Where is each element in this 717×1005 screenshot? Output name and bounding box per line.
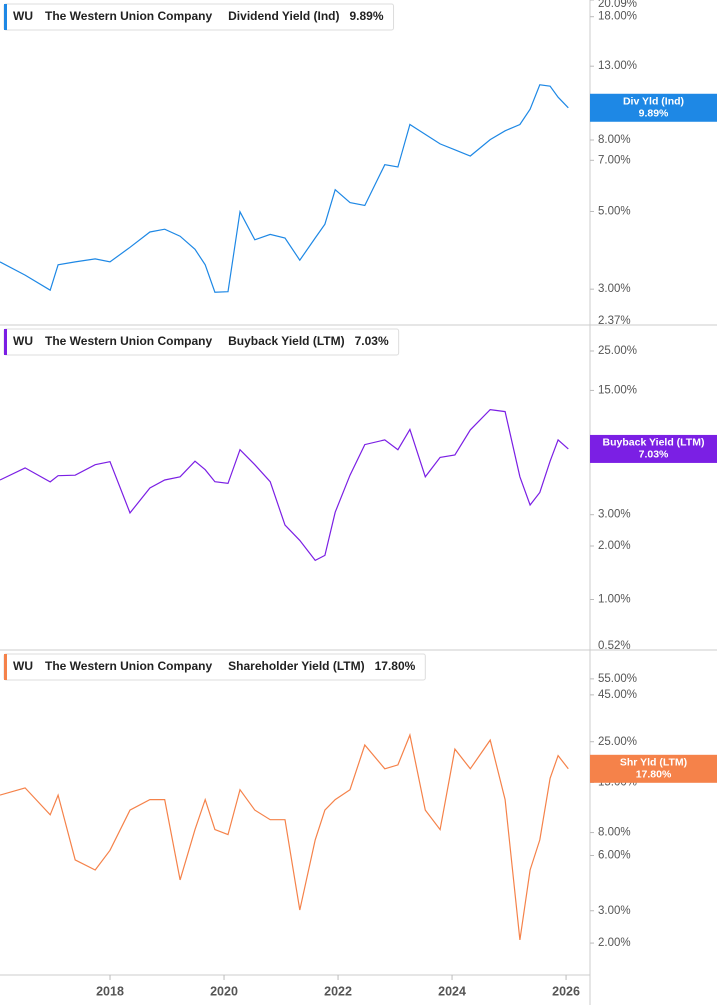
current-value: 17.80% <box>375 659 416 673</box>
y-tick-label: 15.00% <box>598 384 637 396</box>
badge-name: Shr Yld (LTM) <box>620 757 687 769</box>
y-tick-label: 55.00% <box>598 673 637 685</box>
y-tick-label: 25.00% <box>598 345 637 357</box>
value-badge <box>590 434 717 463</box>
y-tick-label: 3.00% <box>598 905 631 917</box>
series-name: Dividend Yield (Ind) <box>228 9 339 23</box>
legend-swatch <box>4 654 7 680</box>
legend-swatch <box>4 4 7 30</box>
badge-name: Div Yld (Ind) <box>623 96 684 108</box>
badge-name: Buyback Yield (LTM) <box>603 437 705 449</box>
x-tick-label: 2020 <box>210 984 238 998</box>
y-tick-label: 2.00% <box>598 540 631 552</box>
x-tick-label: 2026 <box>552 984 580 998</box>
series-line <box>0 84 569 293</box>
company-name: The Western Union Company <box>45 9 212 23</box>
current-value: 9.89% <box>349 9 383 23</box>
y-tick-label: 1.00% <box>598 594 631 606</box>
y-tick-label: 0.52% <box>598 640 631 652</box>
series-name: Shareholder Yield (LTM) <box>228 659 364 673</box>
y-tick-label: 2.37% <box>598 315 631 327</box>
badge-value: 7.03% <box>639 449 669 461</box>
y-tick-label: 25.00% <box>598 736 637 748</box>
y-tick-label: 2.00% <box>598 937 631 949</box>
company-name: The Western Union Company <box>45 334 212 348</box>
y-tick-label: 13.00% <box>598 60 637 72</box>
legend-swatch <box>4 329 7 355</box>
y-tick-label: 3.00% <box>598 509 631 521</box>
y-tick-label: 18.00% <box>598 11 637 23</box>
ticker: WU <box>13 9 33 23</box>
company-name: The Western Union Company <box>45 659 212 673</box>
series-name: Buyback Yield (LTM) <box>228 334 344 348</box>
series-line <box>0 408 569 562</box>
value-badge <box>590 754 717 783</box>
y-tick-label: 8.00% <box>598 827 631 839</box>
x-tick-label: 2022 <box>324 984 352 998</box>
y-tick-label: 8.00% <box>598 134 631 146</box>
y-tick-label: 45.00% <box>598 689 637 701</box>
value-badge <box>590 93 717 122</box>
current-value: 7.03% <box>355 334 389 348</box>
x-tick-label: 2018 <box>96 984 124 998</box>
ticker: WU <box>13 334 33 348</box>
badge-value: 9.89% <box>639 108 669 120</box>
y-tick-label: 7.00% <box>598 154 631 166</box>
y-tick-label: 6.00% <box>598 850 631 862</box>
badge-value: 17.80% <box>636 769 672 781</box>
y-tick-label: 3.00% <box>598 283 631 295</box>
x-tick-label: 2024 <box>438 984 466 998</box>
ticker: WU <box>13 659 33 673</box>
y-tick-label: 20.09% <box>598 0 637 10</box>
series-line <box>0 732 569 940</box>
y-tick-label: 5.00% <box>598 206 631 218</box>
